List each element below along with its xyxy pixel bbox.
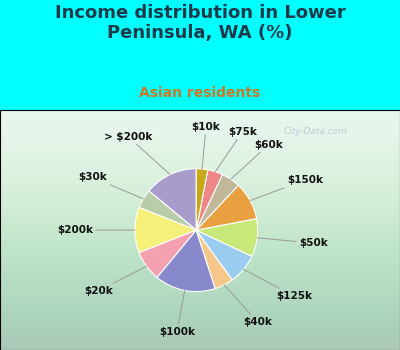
Wedge shape [135,208,196,253]
Text: > $200k: > $200k [104,132,170,175]
Text: $30k: $30k [78,173,143,199]
Text: $200k: $200k [57,225,135,235]
Text: City-Data.com: City-Data.com [284,127,348,136]
Text: $40k: $40k [224,285,272,327]
Wedge shape [196,169,208,230]
Text: $150k: $150k [250,175,323,201]
Text: $60k: $60k [231,140,283,179]
Wedge shape [196,170,222,230]
Text: Income distribution in Lower
Peninsula, WA (%): Income distribution in Lower Peninsula, … [55,4,345,42]
Text: $20k: $20k [84,266,146,296]
Wedge shape [196,230,232,288]
Wedge shape [196,219,258,256]
Wedge shape [149,169,196,230]
Text: $75k: $75k [215,127,257,172]
Wedge shape [196,186,257,230]
Text: $100k: $100k [159,290,195,337]
Text: $125k: $125k [244,269,312,301]
Wedge shape [139,230,196,278]
Text: Asian residents: Asian residents [139,86,261,100]
Text: $50k: $50k [257,238,328,248]
Wedge shape [196,175,238,230]
Wedge shape [139,191,196,230]
Wedge shape [196,230,252,280]
Text: $10k: $10k [192,122,220,169]
Wedge shape [157,230,215,292]
